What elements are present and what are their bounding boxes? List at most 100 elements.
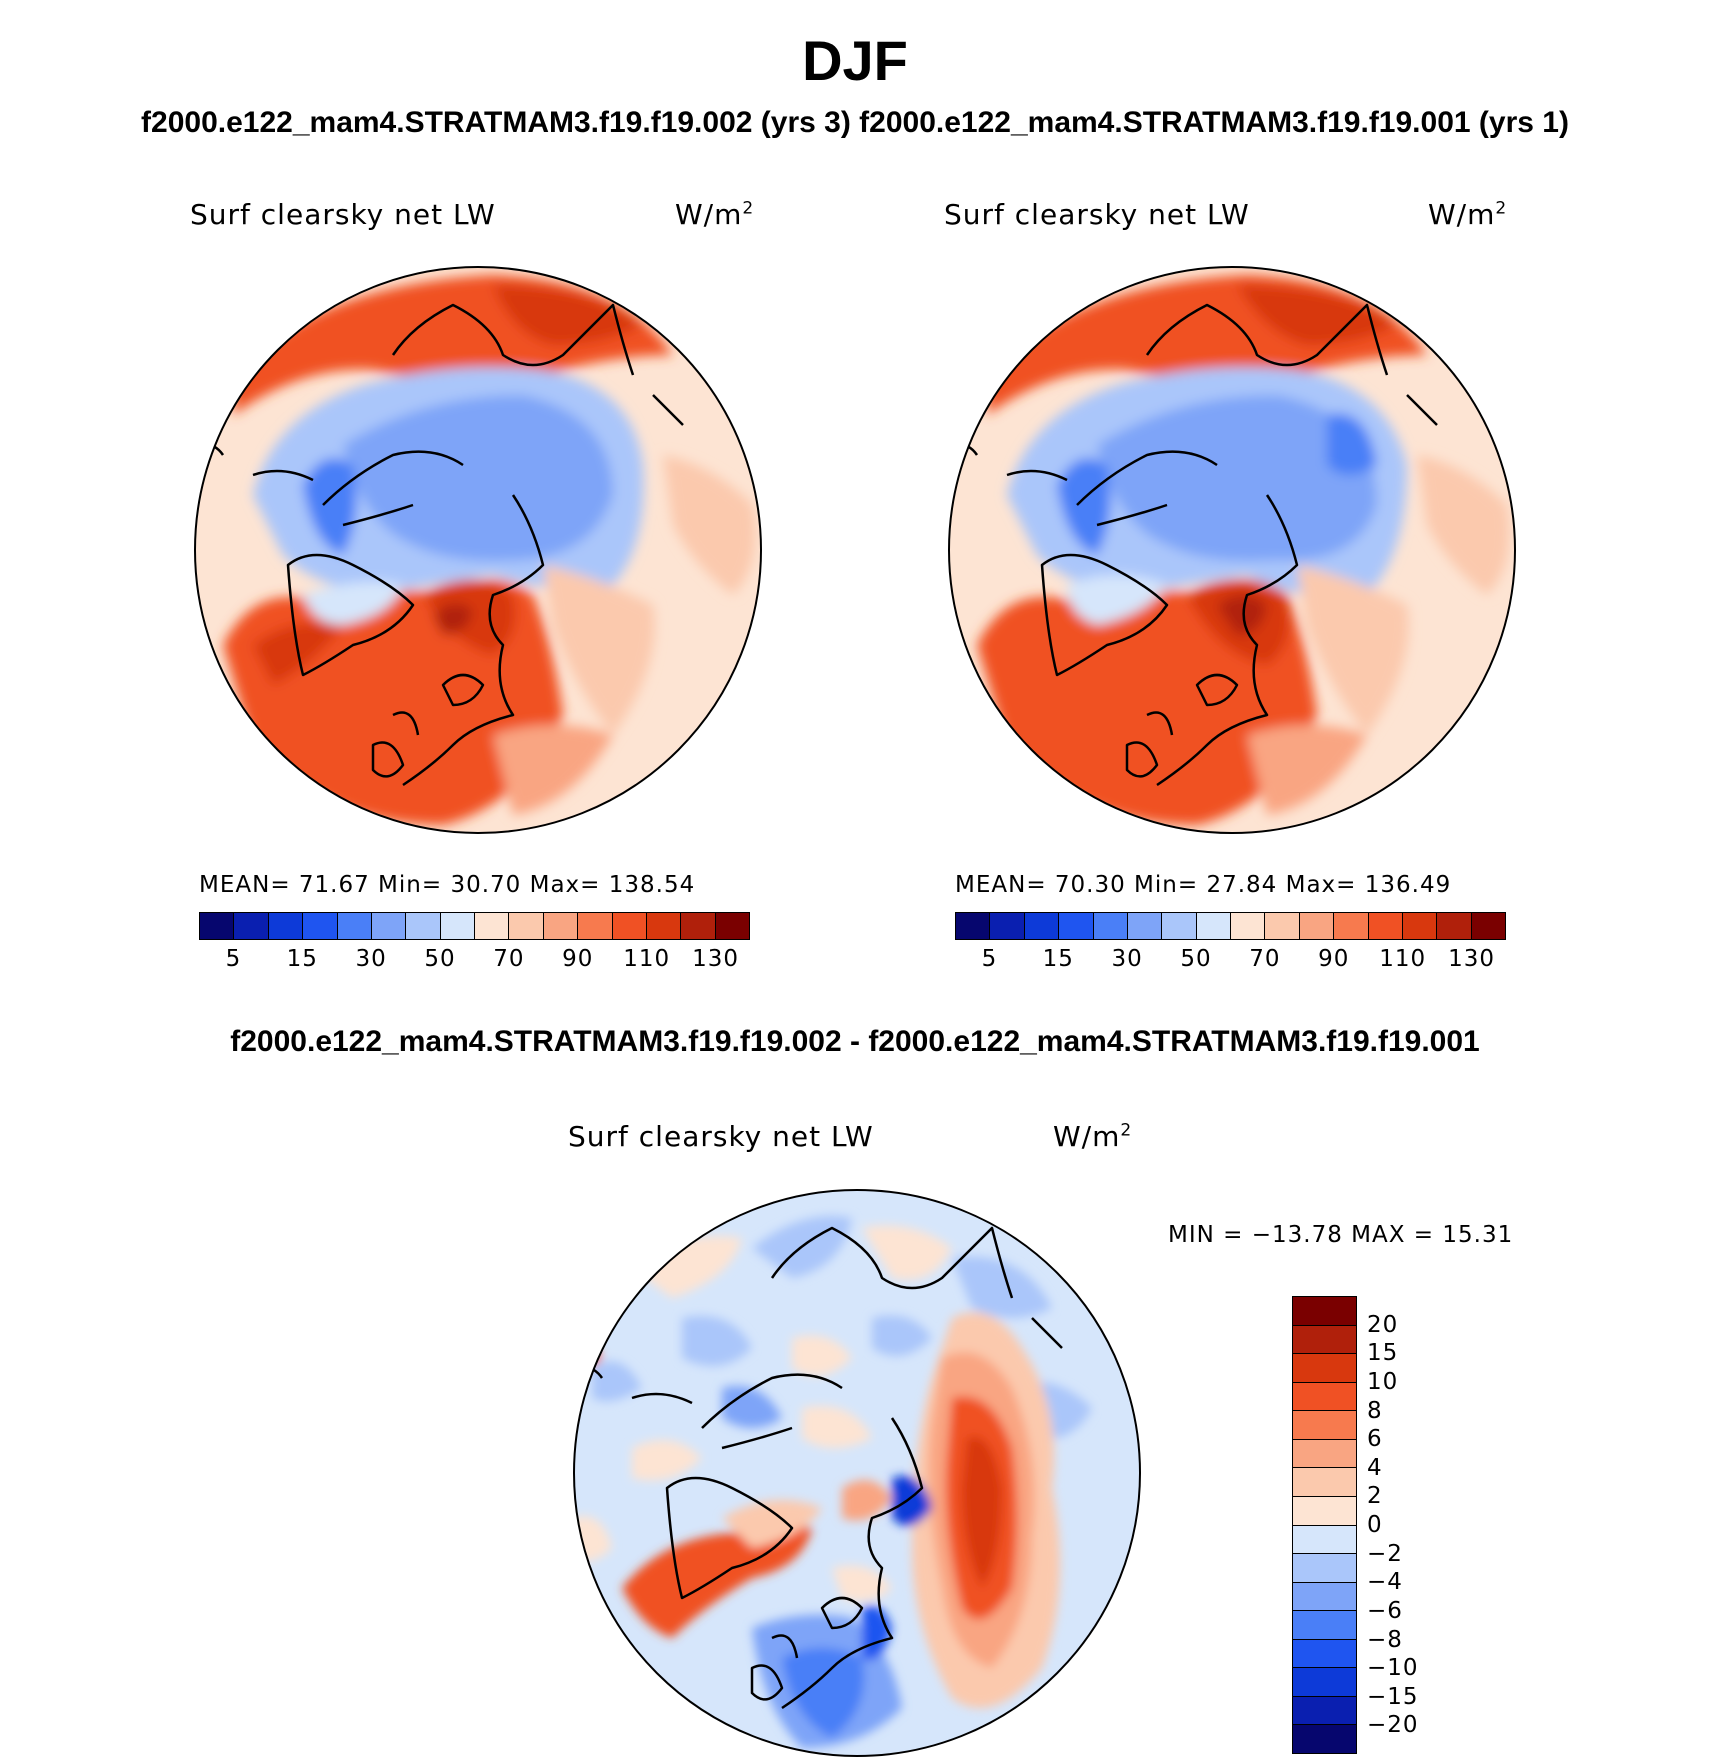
colorbar-tick-label: −6 [1367,1597,1403,1624]
panel1-units: W/m2 [675,198,755,231]
colorbar-swatch [1293,1297,1356,1326]
colorbar-tick-label: 20 [1367,1311,1399,1338]
colorbar-swatch [1368,913,1403,939]
colorbar-swatch [1293,1554,1356,1583]
colorbar-swatch [1127,913,1163,939]
colorbar-swatch [1024,913,1060,939]
colorbar-swatch [475,913,510,939]
colorbar-tick-label: 15 [286,946,318,972]
colorbar-tick-label: 10 [1367,1368,1399,1395]
colorbar-swatch [715,913,749,939]
colorbar-swatch [1402,913,1438,939]
diff-units: W/m2 [1053,1120,1133,1153]
colorbar-tick-label: 30 [355,946,387,972]
colorbar-swatch [1299,913,1335,939]
diff-warm-labrador [622,1524,812,1638]
colorbar-swatch [1293,1468,1356,1497]
colorbar-swatch [440,913,475,939]
colorbar-swatch [303,913,338,939]
colorbar-swatch [543,913,579,939]
colorbar-swatch [1231,913,1266,939]
colorbar-swatch [1293,1439,1356,1469]
colorbar-swatch [1437,913,1472,939]
colorbar-swatch [1293,1611,1356,1640]
colorbar-swatch [1059,913,1094,939]
panel2-coastlines [949,303,1438,787]
colorbar-swatch [1265,913,1300,939]
colorbar-tick-label: 4 [1367,1454,1383,1481]
colorbar-swatch [337,913,372,939]
colorbar-swatch [509,913,544,939]
colorbar-tick-label: −10 [1367,1655,1419,1682]
colorbar-swatch [1196,913,1231,939]
colorbar-tick-label: −20 [1367,1712,1419,1739]
panel2-colorbar-ticks: 5 15 30 50 70 90 110 130 [0,946,1710,976]
colorbar-tick-label: 90 [1318,946,1350,972]
panel1-polar-map [194,266,762,834]
panel2-variable-title: Surf clearsky net LW [944,198,1250,231]
diff-title: f2000.e122_mam4.STRATMAM3.f19.f19.002 - … [230,1025,1480,1058]
colorbar-tick-label: 6 [1367,1426,1383,1453]
colorbar-swatch [1293,1354,1356,1383]
colorbar-swatch [1471,913,1505,939]
colorbar-tick-label: −15 [1367,1683,1419,1710]
colorbar-tick-label: 50 [424,946,456,972]
colorbar-tick-label: 70 [493,946,525,972]
colorbar-swatch [371,913,407,939]
diff-coastlines [574,1226,1063,1710]
colorbar-tick-label: 2 [1367,1483,1383,1510]
colorbar-swatch [234,913,269,939]
colorbar-swatch [268,913,304,939]
colorbar-tick-label: 30 [1111,946,1143,972]
colorbar-swatch [578,913,613,939]
colorbar-tick-label: −2 [1367,1540,1403,1567]
colorbar-tick-label: 5 [981,946,998,972]
colorbar-swatch [1162,913,1197,939]
colorbar-tick-label: 15 [1042,946,1074,972]
panel1-variable-title: Surf clearsky net LW [190,198,496,231]
colorbar-tick-label: 90 [562,946,594,972]
figure-title: DJF [802,29,908,92]
diff-variable-title: Surf clearsky net LW [568,1120,874,1153]
colorbar-tick-label: 5 [225,946,242,972]
diff-polar-map [573,1189,1141,1757]
colorbar-swatch [646,913,682,939]
diff-colorbar-ticks: 20 15 10 8 6 4 2 0 −2 −4 −6 −8 −10 −15 −20 [0,0,1418,1739]
colorbar-swatch [1093,913,1128,939]
diff-minmax: MIN = −13.78 MAX = 15.31 [1168,1222,1514,1248]
colorbar-swatch [1293,1325,1356,1355]
colorbar-swatch [956,913,991,939]
case-titles: f2000.e122_mam4.STRATMAM3.f19.f19.002 (y… [141,106,1569,139]
panel2-polar-map [948,266,1516,834]
diff-colorbar [1292,1296,1357,1754]
colorbar-swatch [681,913,716,939]
colorbar-swatch [1293,1668,1356,1697]
colorbar-swatch [406,913,441,939]
colorbar-swatch [612,913,647,939]
colorbar-tick-label: 130 [1448,946,1496,972]
panel2-units: W/m2 [1428,198,1508,231]
colorbar-tick-label: 15 [1367,1340,1399,1367]
colorbar-swatch [1293,1696,1356,1726]
colorbar-tick-label: −4 [1367,1569,1403,1596]
panel2-colorbar [955,912,1506,940]
panel2-stats: MEAN= 70.30 Min= 27.84 Max= 136.49 [955,872,1452,898]
colorbar-swatch [1293,1725,1356,1753]
panel1-stats: MEAN= 71.67 Min= 30.70 Max= 138.54 [199,872,696,898]
colorbar-swatch [1293,1525,1356,1555]
colorbar-tick-label: 110 [1379,946,1427,972]
colorbar-swatch [1293,1382,1356,1412]
colorbar-tick-label: 130 [692,946,740,972]
panel1-colorbar-ticks: 5 15 30 50 70 90 110 130 [0,946,1710,976]
colorbar-tick-label: 0 [1367,1512,1383,1538]
colorbar-tick-label: −8 [1367,1626,1403,1653]
colorbar-tick-label: 70 [1249,946,1281,972]
colorbar-swatch [200,913,235,939]
colorbar-swatch [1293,1582,1356,1612]
colorbar-swatch [1293,1496,1356,1526]
colorbar-swatch [1293,1411,1356,1440]
colorbar-swatch [1293,1639,1356,1669]
colorbar-tick-label: 8 [1367,1397,1383,1424]
colorbar-tick-label: 110 [623,946,671,972]
colorbar-tick-label: 50 [1180,946,1212,972]
